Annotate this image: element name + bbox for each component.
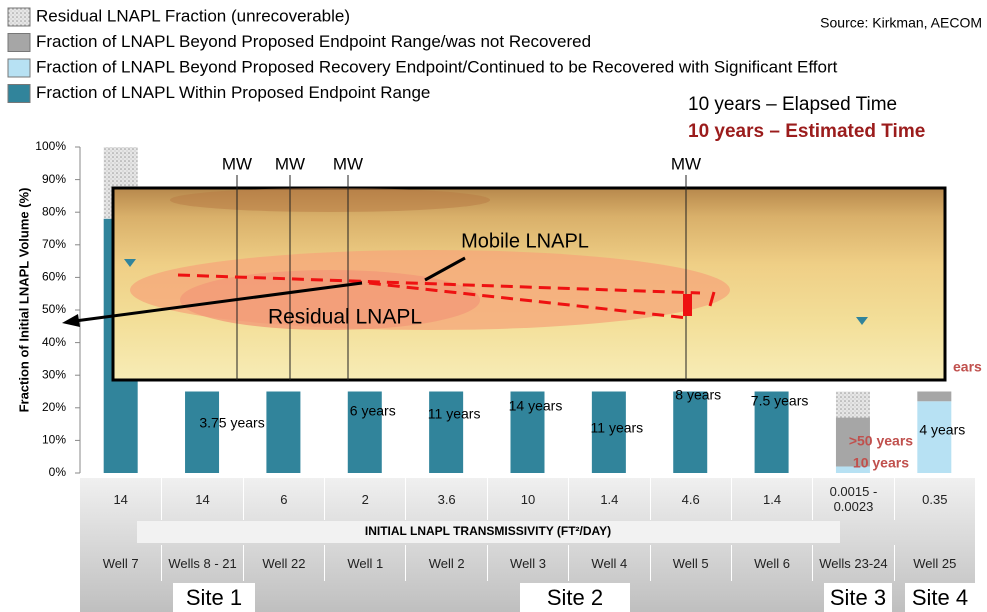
inset-diagram: MW MW MW MW Mobile LNAPL Residual LNAPL [62, 154, 947, 382]
mobile-label: Mobile LNAPL [461, 230, 589, 252]
site-label: Site 4 [905, 583, 975, 612]
plume-core [180, 270, 480, 330]
well-cell: Well 2 [405, 545, 486, 581]
well-cell: Wells 23-24 [812, 545, 893, 581]
elapsed-label: 3.75 years [199, 415, 264, 431]
y-tick-label: 40% [42, 335, 66, 349]
legend-label: Fraction of LNAPL Beyond Proposed Recove… [36, 57, 838, 76]
well-label: MW [333, 154, 363, 173]
well-cell: Wells 8 - 21 [161, 545, 242, 581]
legend-label: Fraction of LNAPL Within Proposed Endpoi… [36, 83, 430, 102]
key-elapsed: 10 years – Elapsed Time [688, 94, 897, 115]
soil-band [170, 188, 490, 212]
water-table [856, 317, 868, 325]
bar-segment [917, 401, 952, 473]
endpoint-marker [708, 291, 716, 307]
bar-segment [591, 391, 626, 473]
transmissivity-cell: 0.0015 - 0.0023 [812, 478, 893, 520]
cut-label: ears [953, 359, 982, 375]
bar-segment [266, 391, 301, 473]
y-tick-label: 50% [42, 302, 66, 316]
y-tick-label: 30% [42, 367, 66, 381]
well-cell: Well 6 [730, 545, 812, 581]
transmissivity-cell: 2 [324, 478, 405, 520]
elapsed-label: 4 years [919, 422, 965, 438]
elapsed-label: 8 years [675, 387, 721, 403]
y-tick-label: 60% [42, 270, 66, 284]
estimated-label: 10 years [853, 455, 909, 471]
y-tick-label: 100% [35, 139, 66, 153]
legend-swatch [7, 58, 31, 78]
transmissivity-cell: 14 [113, 491, 128, 507]
y-axis-title: Fraction of Initial LNAPL Volume (%) [16, 188, 31, 413]
mobile-boundary [177, 273, 701, 295]
bar-segment [917, 391, 952, 402]
arrow [74, 281, 363, 323]
bar-segment [835, 417, 870, 467]
legend-label: Fraction of LNAPL Beyond Proposed Endpoi… [36, 32, 591, 51]
y-tick-label: 70% [42, 237, 66, 251]
bar-segment [673, 391, 708, 473]
pointer [424, 256, 466, 282]
y-tick-label: 90% [42, 172, 66, 186]
bar-segment [510, 391, 545, 473]
legend-swatch [7, 33, 31, 52]
bar-segment [429, 391, 464, 473]
source: Source: Kirkman, AECOM [820, 15, 982, 31]
arrow-head [62, 314, 80, 327]
residual-label: Residual LNAPL [268, 306, 422, 329]
transmissivity-cell: 3.6 [405, 478, 486, 520]
transmissivity-cell: 14 [161, 478, 242, 520]
well-cell: Well 7 [102, 555, 139, 571]
well-cell: Well 1 [324, 545, 405, 581]
bar-segment [835, 466, 870, 473]
elapsed-label: 11 years [428, 406, 481, 422]
elapsed-label: 11 years [591, 420, 644, 436]
y-tick-label: 0% [49, 465, 67, 479]
bar-segment [835, 391, 870, 418]
x-axis-title: INITIAL LNAPL TRANSMISSIVITY (FT²/DAY) [365, 524, 611, 538]
bar-segment [754, 391, 789, 473]
y-tick-label: 80% [42, 204, 66, 218]
well-cell: Well 22 [242, 545, 324, 581]
transmissivity-cell: 10 [486, 478, 568, 520]
water-table [124, 259, 136, 267]
well-label: MW [275, 154, 305, 173]
bar-segment [185, 391, 220, 473]
axis-title-band [137, 521, 840, 543]
well-cell: Well 4 [568, 545, 649, 581]
elapsed-label: 7.5 years [751, 393, 809, 409]
transmissivity-cell: 1.4 [730, 478, 812, 520]
site-label: Site 2 [520, 583, 630, 612]
transmissivity-cell: 0.35 [893, 478, 975, 520]
well-label: MW [671, 154, 701, 173]
legend-swatch [7, 7, 31, 27]
legend-label: Residual LNAPL Fraction (unrecoverable) [36, 6, 350, 25]
y-tick-label: 10% [42, 433, 66, 447]
elapsed-label: 6 years [350, 403, 396, 419]
well-cell: Well 5 [649, 545, 731, 581]
bar-segment [347, 391, 382, 473]
well-cell: Well 25 [893, 545, 975, 581]
elapsed-label: 14 years [509, 398, 563, 414]
transmissivity-cell: 1.4 [568, 478, 649, 520]
site-label: Site 1 [173, 583, 255, 612]
estimated-label: >50 years [849, 433, 913, 449]
transmissivity-cell: 6 [242, 478, 324, 520]
site-label: Site 3 [824, 583, 892, 612]
transmissivity-cell: 4.6 [649, 478, 731, 520]
key-estimated: 10 years – Estimated Time [688, 121, 925, 142]
well-cell: Well 3 [486, 545, 568, 581]
endpoint-marker [683, 294, 692, 316]
y-tick-label: 20% [42, 400, 66, 414]
well-label: MW [222, 154, 252, 173]
legend-swatch [7, 84, 31, 103]
